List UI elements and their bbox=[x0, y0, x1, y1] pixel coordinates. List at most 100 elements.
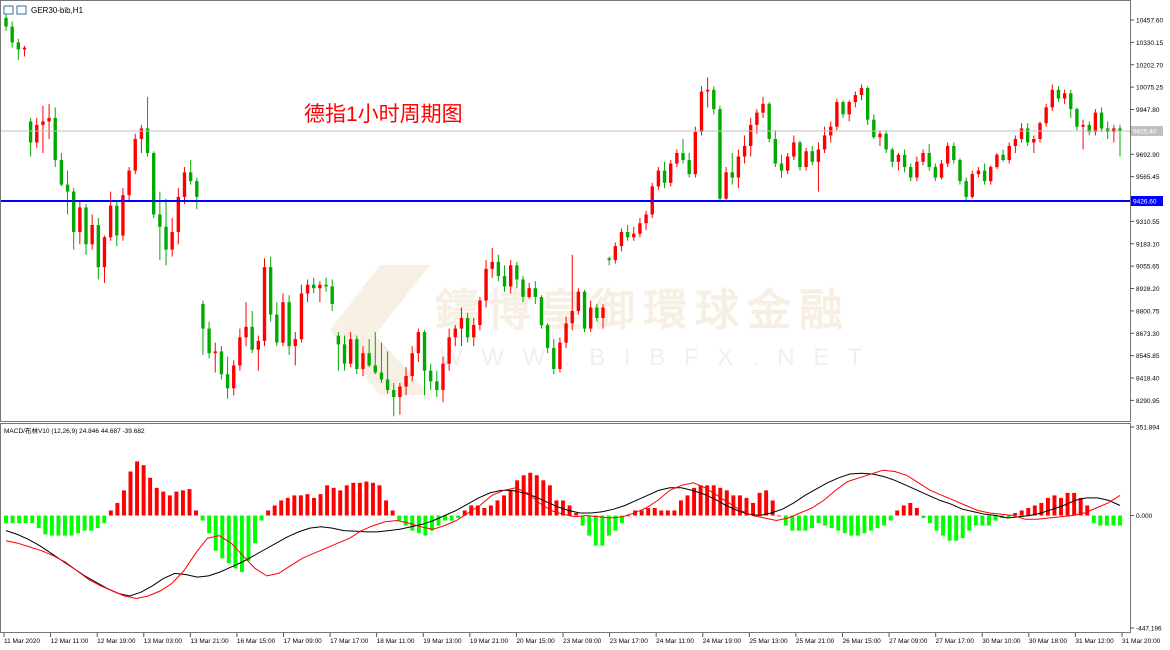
candle-body bbox=[65, 184, 70, 192]
candle-body bbox=[521, 279, 525, 297]
candle-body bbox=[853, 95, 858, 103]
macd-histogram-bar bbox=[672, 510, 677, 516]
price-tick-label: 8928.20 bbox=[1136, 286, 1160, 293]
candle bbox=[841, 100, 845, 118]
macd-histogram-bar bbox=[272, 505, 277, 516]
candle-body bbox=[324, 284, 328, 287]
candle bbox=[28, 117, 33, 157]
candle bbox=[767, 102, 771, 143]
candle-body bbox=[810, 151, 814, 162]
candle-body bbox=[767, 103, 771, 139]
candle bbox=[687, 153, 691, 178]
candle bbox=[730, 153, 734, 185]
candle-body bbox=[219, 351, 224, 375]
candle bbox=[508, 260, 513, 294]
macd-histogram-bar bbox=[1019, 510, 1024, 516]
candle-body bbox=[681, 153, 685, 161]
time-tick-label: 17 Mar 09:00 bbox=[284, 638, 323, 645]
macd-histogram-bar bbox=[855, 515, 860, 536]
candle-body bbox=[662, 170, 667, 183]
candle bbox=[847, 100, 851, 122]
candle-body bbox=[558, 342, 562, 369]
candle-body bbox=[108, 205, 113, 238]
candle-body bbox=[472, 325, 476, 338]
candle bbox=[225, 356, 230, 399]
macd-histogram-bar bbox=[331, 487, 336, 516]
time-tick-label: 12 Mar 11:00 bbox=[51, 638, 89, 645]
macd-histogram-bar bbox=[528, 472, 533, 516]
candle bbox=[515, 261, 519, 289]
candle-body bbox=[1013, 138, 1018, 146]
macd-histogram-bar bbox=[141, 465, 146, 516]
macd-histogram-bar bbox=[764, 490, 769, 516]
candle-body bbox=[287, 302, 291, 347]
candle bbox=[342, 335, 347, 371]
macd-histogram-bar bbox=[941, 515, 946, 536]
candle bbox=[669, 160, 673, 187]
macd-histogram-bar bbox=[17, 515, 22, 524]
macd-histogram-bar bbox=[737, 495, 742, 516]
macd-histogram-bar bbox=[397, 515, 402, 521]
candle bbox=[798, 140, 802, 171]
candle-body bbox=[502, 275, 507, 287]
candle-body bbox=[145, 128, 150, 154]
candle bbox=[10, 21, 14, 48]
candle bbox=[465, 312, 470, 343]
candle-body bbox=[121, 195, 125, 236]
macd-histogram-bar bbox=[266, 510, 271, 516]
macd-histogram-bar bbox=[1098, 515, 1103, 526]
candle-body bbox=[152, 153, 156, 215]
candle-body bbox=[693, 131, 698, 175]
macd-histogram-bar bbox=[370, 482, 375, 516]
watermark-cn: 鑄博皇御環球金融 bbox=[435, 286, 851, 335]
macd-histogram-bar bbox=[325, 485, 330, 516]
symbol-icon bbox=[3, 5, 14, 15]
candle-body bbox=[422, 332, 427, 371]
macd-histogram-bar bbox=[456, 515, 461, 519]
price-tick-label: 9565.45 bbox=[1136, 174, 1160, 181]
candle bbox=[238, 328, 242, 371]
candle bbox=[127, 167, 131, 203]
candle-body bbox=[465, 318, 470, 338]
candle bbox=[441, 356, 445, 403]
candle-body bbox=[718, 109, 722, 199]
macd-tick-label: 0.000 bbox=[1136, 513, 1153, 520]
macd-histogram-bar bbox=[606, 515, 611, 536]
macd-histogram-bar bbox=[561, 500, 565, 516]
candle-body bbox=[859, 88, 864, 96]
macd-histogram-bar bbox=[770, 500, 775, 516]
candle bbox=[459, 307, 464, 347]
candle-body bbox=[238, 337, 242, 366]
candle bbox=[945, 142, 950, 168]
candle-body bbox=[1118, 128, 1122, 131]
candle bbox=[158, 191, 162, 261]
candle-body bbox=[367, 353, 371, 366]
macd-histogram-bar bbox=[678, 500, 683, 516]
macd-histogram-bar bbox=[187, 489, 192, 516]
candle-body bbox=[601, 307, 605, 319]
candle-body bbox=[22, 47, 27, 50]
macd-histogram-bar bbox=[875, 515, 880, 529]
candle-body bbox=[127, 170, 131, 196]
candle-body bbox=[785, 156, 790, 171]
macd-histogram-bar bbox=[1111, 515, 1116, 526]
macd-histogram-bar bbox=[810, 515, 814, 529]
candle-body bbox=[53, 117, 57, 161]
macd-histogram-bar bbox=[200, 515, 205, 521]
candle-body bbox=[712, 89, 716, 110]
symbol-title: GER30-bib,H1 bbox=[31, 6, 84, 15]
macd-histogram-bar bbox=[1078, 497, 1083, 516]
candle-body bbox=[435, 381, 439, 391]
candle bbox=[792, 135, 796, 161]
candle bbox=[927, 144, 931, 171]
candle-body bbox=[958, 160, 962, 182]
candle bbox=[699, 86, 704, 136]
candle bbox=[35, 117, 39, 148]
candle-body bbox=[1087, 124, 1091, 132]
candle-body bbox=[804, 151, 808, 168]
candle-body bbox=[281, 302, 285, 343]
current-price-tag-bg bbox=[1131, 125, 1163, 136]
candle-body bbox=[305, 284, 310, 294]
macd-histogram-bar bbox=[626, 515, 631, 517]
candle-body bbox=[576, 291, 581, 312]
